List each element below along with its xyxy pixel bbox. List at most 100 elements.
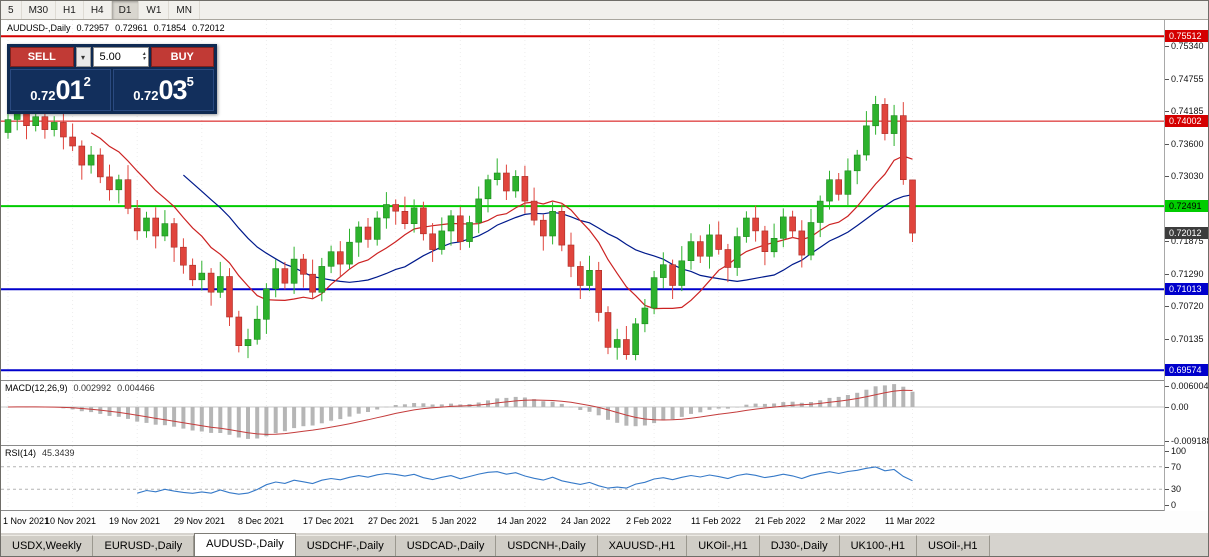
- one-click-trading-widget: SELL ▾ 5.00 ▴ ▾ BUY 0.72 01 2 0.72 03 5: [7, 44, 217, 114]
- spinner-down-icon: ▾: [142, 56, 146, 62]
- candle: [133, 208, 141, 232]
- date-tick: 21 Feb 2022: [755, 516, 806, 526]
- date-tick: 27 Dec 2021: [368, 516, 420, 526]
- volume-dropdown-button[interactable]: ▾: [75, 47, 91, 67]
- chart-tab-xauusd-h1[interactable]: XAUUSD-,H1: [597, 535, 688, 556]
- candle: [355, 226, 363, 243]
- candle: [60, 122, 67, 138]
- main-chart-canvas[interactable]: [1, 20, 1164, 380]
- chart-tab-usdx-weekly[interactable]: USDX,Weekly: [1, 535, 94, 556]
- candle: [78, 145, 86, 166]
- chart-tab-usdchf-daily[interactable]: USDCHF-,Daily: [295, 535, 396, 556]
- candle: [263, 288, 270, 320]
- level-price-flag: 0.69574: [1165, 364, 1208, 376]
- chart-tab-usdcad-daily[interactable]: USDCAD-,Daily: [395, 535, 497, 556]
- chart-tab-uk100-h1[interactable]: UK100-,H1: [839, 535, 918, 556]
- period-button-d1[interactable]: D1: [111, 1, 140, 19]
- candles-layer: [4, 95, 916, 361]
- macd-name: MACD(12,26,9): [5, 383, 68, 393]
- ohlc-open: 0.72957: [76, 23, 110, 33]
- candle: [761, 230, 769, 252]
- chart-tab-dj30-daily[interactable]: DJ30-,Daily: [759, 535, 840, 556]
- candle: [539, 219, 547, 237]
- pane-splitter[interactable]: [1, 445, 1208, 446]
- current-price-flag: 0.72012: [1165, 227, 1208, 239]
- candle: [770, 238, 778, 253]
- main-chart-pane[interactable]: AUDUSD-,Daily 0.72957 0.72961 0.71854 0.…: [1, 20, 1164, 380]
- date-tick: 11 Mar 2022: [885, 516, 935, 526]
- candle: [530, 200, 538, 221]
- candle: [863, 125, 870, 156]
- price-tick: 0.75340: [1165, 41, 1204, 51]
- candle: [373, 217, 381, 240]
- date-tick: 5 Jan 2022: [432, 516, 477, 526]
- period-button-mn[interactable]: MN: [169, 1, 200, 19]
- sell-price-display[interactable]: 0.72 01 2: [10, 69, 111, 111]
- candle: [872, 104, 879, 127]
- sell-button[interactable]: SELL: [10, 47, 74, 67]
- date-tick: 2 Mar 2022: [820, 516, 866, 526]
- chart-tab-usoil-h1[interactable]: USOil-,H1: [917, 535, 990, 556]
- price-tick: 0.73600: [1165, 139, 1204, 149]
- rsi-canvas[interactable]: [1, 446, 1164, 510]
- candle: [475, 198, 483, 223]
- candle: [226, 276, 233, 318]
- chart-tab-usdcnh-daily[interactable]: USDCNH-,Daily: [496, 535, 598, 556]
- candle: [290, 258, 298, 284]
- date-tick: 11 Feb 2022: [691, 516, 741, 526]
- candle: [152, 217, 159, 237]
- candle: [493, 172, 501, 180]
- candle: [844, 170, 852, 195]
- candle: [180, 246, 187, 266]
- volume-spinner[interactable]: ▴ ▾: [142, 51, 146, 62]
- chart-tab-ukoil-h1[interactable]: UKOil-,H1: [687, 535, 760, 556]
- date-axis[interactable]: 1 Nov 2021 10 Nov 2021 19 Nov 2021 29 Nov 2…: [1, 511, 1208, 533]
- candle: [724, 249, 732, 268]
- candle: [392, 204, 400, 212]
- pane-splitter[interactable]: [1, 380, 1208, 381]
- candle: [198, 272, 206, 281]
- price-tick: 0.71290: [1165, 269, 1204, 279]
- candle: [69, 136, 76, 147]
- level-price-flag: 0.75512: [1165, 30, 1208, 42]
- candle: [189, 264, 196, 281]
- period-button-w1[interactable]: W1: [139, 1, 170, 19]
- period-button-5[interactable]: 5: [1, 1, 22, 19]
- rsi-tick: 70: [1165, 462, 1181, 472]
- period-button-h4[interactable]: H4: [84, 1, 112, 19]
- candle: [743, 217, 750, 237]
- macd-signal-line: [7, 389, 913, 435]
- candle: [549, 211, 556, 237]
- period-button-h1[interactable]: H1: [56, 1, 84, 19]
- ohlc-high: 0.72961: [115, 23, 148, 33]
- volume-input[interactable]: 5.00 ▴ ▾: [92, 47, 149, 67]
- candle: [124, 179, 132, 209]
- candle: [32, 116, 40, 126]
- rsi-line: [137, 466, 913, 495]
- macd-canvas[interactable]: [1, 381, 1164, 445]
- candle: [558, 211, 566, 246]
- candle: [4, 119, 12, 133]
- macd-pane[interactable]: MACD(12,26,9) 0.002992 0.004466: [1, 381, 1164, 445]
- candle: [669, 264, 676, 286]
- candle: [327, 251, 335, 267]
- candle: [115, 179, 123, 191]
- period-button-m30[interactable]: M30: [22, 1, 57, 19]
- macd-tick: 0.006004: [1165, 381, 1208, 391]
- candle: [595, 270, 603, 313]
- price-tick: 0.74755: [1165, 74, 1204, 84]
- buy-button[interactable]: BUY: [150, 47, 214, 67]
- rsi-pane[interactable]: RSI(14) 45.3439: [1, 446, 1164, 510]
- candle: [50, 122, 58, 131]
- pane-splitter[interactable]: [1, 510, 1208, 511]
- price-axis[interactable]: 0.75340 0.74755 0.74185 0.73600 0.73030 0.724…: [1164, 20, 1208, 511]
- chart-area: AUDUSD-,Daily 0.72957 0.72961 0.71854 0.…: [1, 20, 1208, 533]
- candle: [253, 318, 261, 340]
- candle: [881, 104, 889, 134]
- chart-tab-audusd-daily[interactable]: AUDUSD-,Daily: [194, 533, 296, 556]
- level-price-flag: 0.71013: [1165, 283, 1208, 295]
- chart-tab-eurusd-daily[interactable]: EURUSD-,Daily: [93, 535, 195, 556]
- candle: [733, 236, 741, 268]
- buy-price-display[interactable]: 0.72 03 5: [113, 69, 214, 111]
- candle: [447, 215, 455, 232]
